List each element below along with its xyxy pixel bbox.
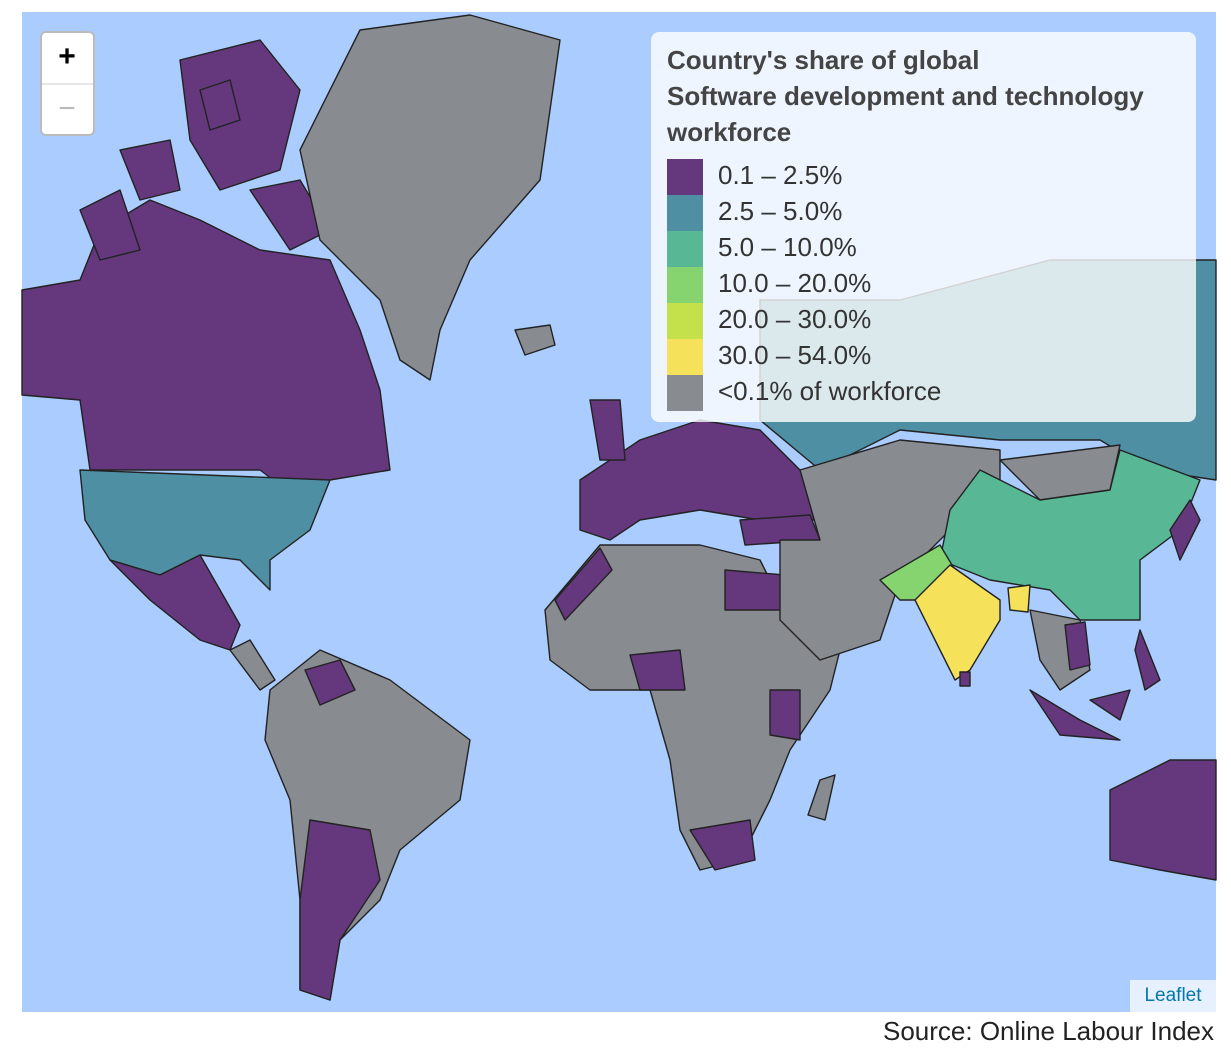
argentina [299, 819, 381, 1001]
arctic-island [119, 139, 181, 201]
greenland [299, 14, 561, 381]
zoom-in[interactable]: + [58, 40, 76, 73]
usa [79, 469, 331, 591]
legend-swatch [667, 195, 703, 231]
arctic-island [79, 189, 141, 261]
legend-label: 30.0 – 54.0% [718, 340, 871, 370]
mexico [109, 554, 241, 651]
kenya [769, 689, 801, 741]
legend-label: 10.0 – 20.0% [718, 268, 871, 298]
indonesia [1029, 689, 1121, 741]
africa [544, 544, 851, 871]
iceland [514, 324, 556, 356]
legend-title-line: Software development and technology [667, 81, 1144, 111]
canada [21, 199, 391, 501]
legend-label: <0.1% of workforce [718, 376, 941, 406]
indonesia [1089, 689, 1131, 721]
arctic-island [179, 39, 301, 191]
legend-swatch [667, 303, 703, 339]
legend-label: 5.0 – 10.0% [718, 232, 857, 262]
legend-swatch [667, 375, 703, 411]
nigeria [629, 649, 686, 691]
india [914, 564, 1001, 681]
australia [1109, 759, 1217, 881]
legend-swatch [667, 339, 703, 375]
legend-label: 0.1 – 2.5% [718, 160, 842, 190]
arctic-island [199, 79, 241, 131]
sri-lanka [959, 671, 971, 687]
china [939, 449, 1201, 621]
madagascar [807, 774, 836, 821]
legend: 0.1 – 2.5% 2.5 – 5.0% 5.0 – 10.0% 10.0 – 20… [667, 159, 941, 411]
central-america [229, 639, 276, 691]
venezuela [304, 659, 356, 706]
united-kingdom [589, 399, 626, 461]
legend-title-line: Country's share of global [667, 45, 979, 75]
attribution-link[interactable]: Leaflet [1144, 985, 1202, 1006]
philippines [1134, 629, 1161, 691]
source: Source: Online Labour Index [883, 1016, 1214, 1046]
zoom-out[interactable]: − [58, 92, 76, 125]
attribution-box [1130, 980, 1216, 1012]
morocco [554, 547, 613, 621]
legend-label: 20.0 – 30.0% [718, 304, 871, 334]
vietnam [1064, 621, 1091, 671]
legend-swatch [667, 267, 703, 303]
legend-box [651, 32, 1196, 422]
middle-east [779, 439, 1001, 661]
legend-title-line: workforce [666, 117, 791, 147]
south-africa [689, 819, 756, 871]
legend-swatch [667, 231, 703, 267]
legend-swatch [667, 159, 703, 195]
legend-label: 2.5 – 5.0% [718, 196, 842, 226]
japan [1169, 499, 1201, 561]
bangladesh [1007, 584, 1031, 613]
legend-title: Country's share of global Software develo… [666, 45, 1144, 147]
